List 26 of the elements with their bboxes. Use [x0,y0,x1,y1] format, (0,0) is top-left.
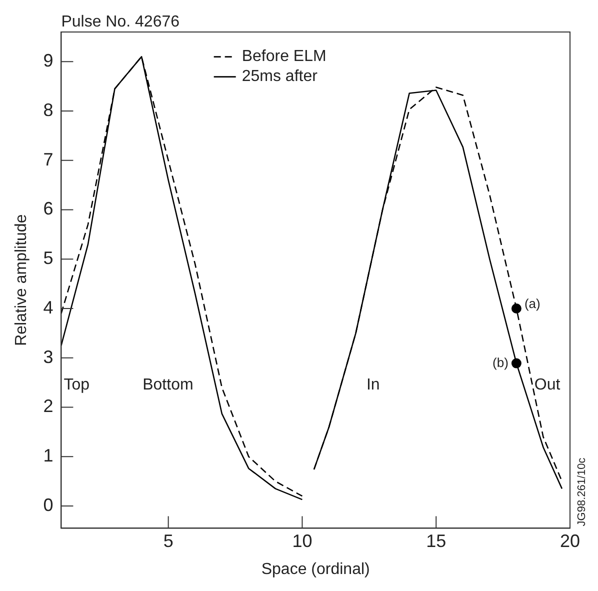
y-tick-label: 5 [43,248,54,268]
annotation: Top [64,376,90,394]
annotation: Bottom [142,376,194,394]
annotation: In [366,376,380,394]
y-axis-title: Relative amplitude [13,214,30,346]
y-tick-label: 2 [43,396,54,416]
annotation: (a) [524,296,540,312]
y-tick-label: 6 [43,198,54,219]
x-axis-title: Space (ordinal) [261,560,370,578]
y-tick-label: 4 [43,297,54,318]
x-tick-label: 15 [426,530,446,551]
legend-label: Before ELM [242,48,326,66]
y-tick-label: 3 [43,346,54,367]
annotation: Out [534,376,561,394]
y-tick-label: 8 [43,100,54,120]
text: JG98.261/10c [576,457,588,526]
y-tick-label: 9 [43,50,54,71]
y-tick-label: 0 [43,494,54,515]
y-tick-label: 7 [43,149,54,170]
x-tick-label: 20 [560,530,580,551]
x-tick-label: 5 [163,530,174,551]
y-tick-label: 1 [43,446,54,466]
legend-label: 25ms after [242,68,318,86]
x-tick-label: 10 [292,530,312,551]
chart-title: Pulse No. 42676 [61,13,180,30]
annotation: (b) [492,354,508,370]
